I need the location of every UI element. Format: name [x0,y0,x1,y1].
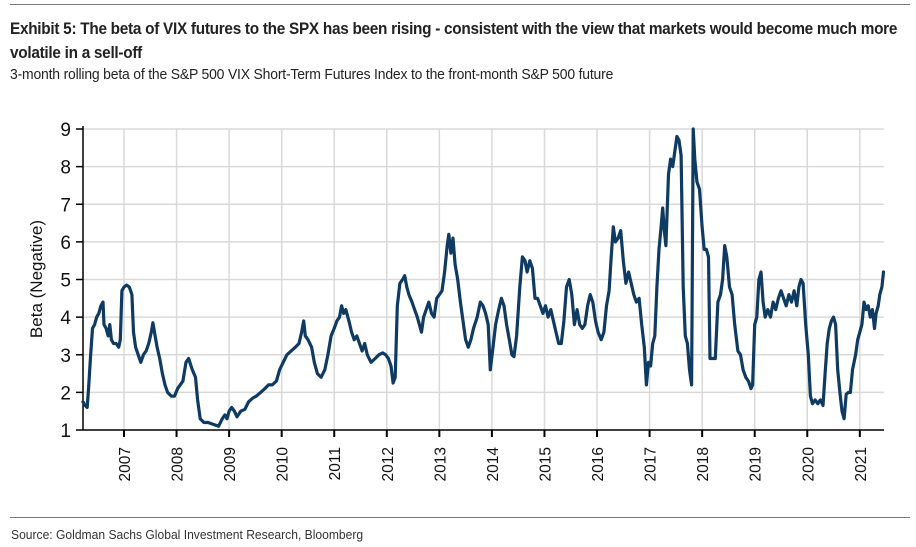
x-tick-label: 2021 [853,447,870,481]
x-tick-label: 2014 [485,447,502,482]
x-tick-label: 2017 [643,447,660,481]
y-tick-label: 4 [60,308,71,329]
y-tick-label: 9 [60,120,71,141]
y-tick-label: 7 [60,195,71,216]
source-note: Source: Goldman Sachs Global Investment … [11,527,364,542]
y-tick-label: 6 [60,233,71,254]
y-tick-label: 8 [60,158,71,179]
y-tick-label: 1 [60,421,71,442]
y-tick-label: 3 [60,346,71,367]
x-tick-label: 2007 [117,447,134,481]
chart-title: Exhibit 5: The beta of VIX futures to th… [10,20,898,62]
x-tick-label: 2009 [222,447,239,481]
top-rule [10,4,910,5]
x-tick-label: 2020 [800,447,817,482]
axes [82,126,884,431]
x-tick-label: 2011 [327,447,344,480]
x-tick-label: 2018 [695,447,712,481]
y-axis-ticks: 1 2 3 4 5 6 7 8 9 [60,120,83,442]
series-group [81,127,886,428]
bottom-rule [10,517,910,518]
y-axis-label: Beta (Negative) [27,220,46,338]
x-tick-label: 2016 [590,447,607,481]
y-tick-label: 5 [60,271,71,292]
x-tick-label: 2015 [537,447,554,481]
x-axis-ticks: 2007 2008 2009 2010 2011 2012 2013 2014 2015 2016… [117,430,870,481]
series-line-beta [81,127,886,428]
y-tick-label: 2 [60,383,71,404]
chart-subtitle: 3-month rolling beta of the S&P 500 VIX … [10,66,614,83]
grid-lines [83,128,884,430]
x-tick-label: 2019 [748,447,765,481]
x-tick-label: 2012 [380,447,397,481]
x-tick-label: 2008 [170,447,187,481]
x-tick-label: 2013 [432,447,449,481]
x-tick-label: 2010 [275,447,292,482]
